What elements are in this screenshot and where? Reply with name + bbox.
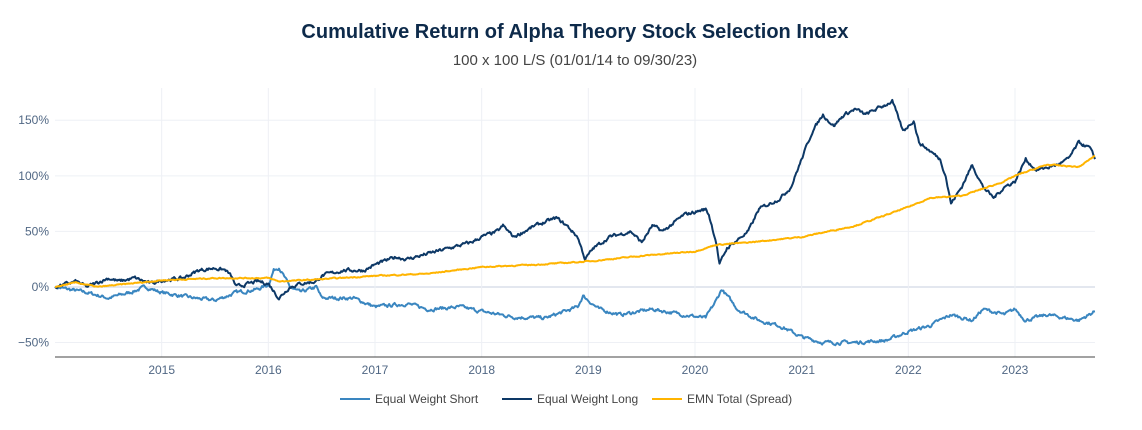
- x-tick-label: 2020: [682, 363, 709, 377]
- x-tick-label: 2019: [575, 363, 602, 377]
- series-line-equal-weight-short: [54, 267, 1096, 347]
- chart-subtitle: 100 x 100 L/S (01/01/14 to 09/30/23): [453, 52, 697, 69]
- legend-item[interactable]: EMN Total (Spread): [652, 392, 792, 406]
- legend-item[interactable]: Equal Weight Long: [502, 392, 638, 406]
- chart-title: Cumulative Return of Alpha Theory Stock …: [301, 21, 848, 43]
- legend-label: Equal Weight Short: [375, 392, 479, 406]
- x-tick-label: 2018: [468, 363, 495, 377]
- series-lines: [54, 98, 1096, 347]
- x-tick-label: 2015: [148, 363, 175, 377]
- y-tick-label: 50%: [25, 224, 49, 238]
- y-tick-label: 100%: [18, 169, 49, 183]
- series-line-equal-weight-long: [54, 98, 1096, 301]
- x-tick-label: 2016: [255, 363, 282, 377]
- legend-label: EMN Total (Spread): [687, 392, 792, 406]
- y-tick-label: −50%: [18, 336, 49, 350]
- y-tick-label: 0%: [32, 280, 50, 294]
- y-tick-label: 150%: [18, 113, 49, 127]
- legend-item[interactable]: Equal Weight Short: [340, 392, 479, 406]
- x-tick-label: 2021: [788, 363, 815, 377]
- legend: Equal Weight Short Equal Weight Long EMN T…: [340, 392, 792, 406]
- x-tick-label: 2017: [362, 363, 389, 377]
- series-line-emn-total-spread: [54, 154, 1096, 288]
- x-axis: 2015 2016 2017 2018 2019 2020 2021 2022 2023: [148, 363, 1028, 377]
- x-tick-label: 2023: [1002, 363, 1029, 377]
- y-axis: −50% 0% 50% 100% 150%: [18, 113, 49, 349]
- legend-label: Equal Weight Long: [537, 392, 638, 406]
- grid: [55, 88, 1095, 357]
- x-tick-label: 2022: [895, 363, 922, 377]
